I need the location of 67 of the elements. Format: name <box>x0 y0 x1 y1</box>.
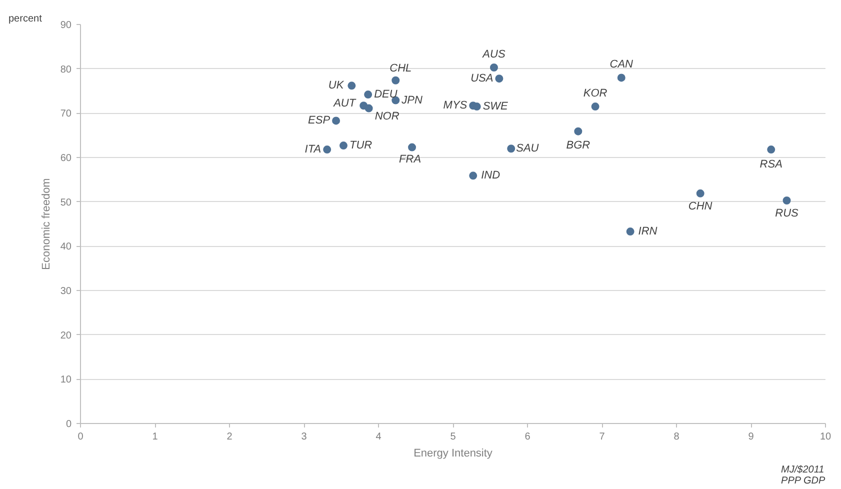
annotation: JPN <box>400 94 422 106</box>
y-tick-label: 40 <box>60 242 72 253</box>
point <box>490 64 498 72</box>
y-tick-label: 70 <box>60 108 72 120</box>
annotation: RSA <box>760 158 782 171</box>
point <box>392 76 400 84</box>
text: percent <box>8 14 42 24</box>
annotation: KOR <box>583 88 608 100</box>
annotation: IND <box>481 170 500 182</box>
annotation: CHL <box>390 62 412 74</box>
annotation: IRN <box>638 226 658 238</box>
point <box>626 228 634 236</box>
point <box>696 189 704 198</box>
point <box>469 172 478 180</box>
x-tick-label: 8 <box>674 432 680 442</box>
annotation: ITA <box>304 144 322 156</box>
x-tick-label: 3 <box>301 432 308 442</box>
annotation: AUT <box>332 98 357 110</box>
y-tick-label: 20 <box>60 330 72 342</box>
x-tick-label: 4 <box>376 432 382 442</box>
point <box>332 116 340 125</box>
point <box>364 90 372 99</box>
y-tick-label: 80 <box>60 64 72 76</box>
annotation: USA <box>470 72 494 85</box>
annotation: CHN <box>688 200 712 212</box>
y-tick-label: 0 <box>66 419 72 430</box>
annotation: TUR <box>349 140 372 152</box>
annotation: RUS <box>775 208 800 220</box>
point <box>339 142 348 150</box>
y-axis-title: Economic freedom <box>40 178 52 270</box>
point <box>364 104 373 112</box>
y-tick-label: 30 <box>60 286 72 297</box>
x-tick-label: 0 <box>78 432 84 442</box>
annotation: UK <box>328 80 344 92</box>
annotation: ESP <box>308 114 331 127</box>
annotation: BGR <box>566 139 590 152</box>
annotation: DEU <box>374 88 398 101</box>
point <box>495 74 504 83</box>
annotation: SAU <box>516 142 539 155</box>
point <box>507 144 516 153</box>
x-tick-label: 6 <box>524 432 531 442</box>
point <box>591 102 600 111</box>
y-tick-label: 90 <box>60 20 72 31</box>
annotation: AUS <box>482 48 506 61</box>
annotation: NOR <box>374 110 400 122</box>
annotation: CAN <box>610 58 634 71</box>
point <box>348 82 356 90</box>
y-tick-label: 10 <box>60 374 72 386</box>
annotation: MYS <box>443 100 468 112</box>
x-tick-label: 10 <box>820 432 832 442</box>
x-tick-label: 1 <box>152 432 158 442</box>
x-tick-label: 2 <box>226 432 233 442</box>
x-axis-title: Energy Intensity <box>414 448 493 460</box>
point <box>767 146 776 154</box>
point <box>323 146 332 154</box>
point <box>574 127 582 136</box>
x-tick-label: 7 <box>599 432 606 442</box>
point <box>408 143 416 152</box>
x-tick-label: 9 <box>748 432 754 442</box>
annotation: FRA <box>399 153 422 166</box>
y-tick-label: 60 <box>60 153 72 164</box>
text: MJ/$2011 PPP GDP <box>781 464 826 486</box>
point <box>782 196 791 204</box>
point <box>617 74 626 82</box>
x-tick-label: 5 <box>450 432 456 442</box>
y-tick-label: 50 <box>60 197 72 208</box>
annotation: SWE <box>482 100 509 113</box>
